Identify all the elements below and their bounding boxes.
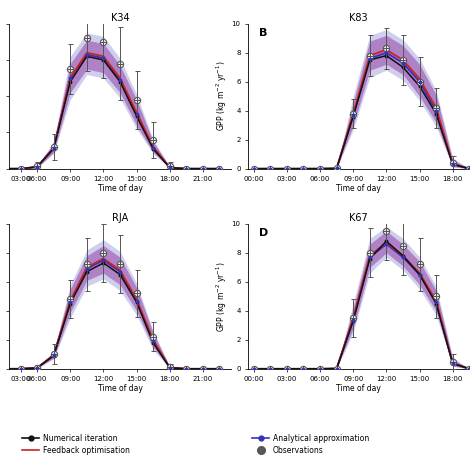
X-axis label: Time of day: Time of day [98,384,143,393]
Text: B: B [259,28,268,38]
Title: K34: K34 [111,13,129,23]
Title: K67: K67 [349,213,368,223]
Legend: Analytical approximation, Observations: Analytical approximation, Observations [252,434,369,455]
X-axis label: Time of day: Time of day [98,184,143,193]
Title: RJA: RJA [112,213,128,223]
X-axis label: Time of day: Time of day [336,384,381,393]
Title: K83: K83 [349,13,368,23]
Y-axis label: GPP (kg m$^{-2}$ yr$^{-1}$): GPP (kg m$^{-2}$ yr$^{-1}$) [214,61,229,131]
Y-axis label: GPP (kg m$^{-2}$ yr$^{-1}$): GPP (kg m$^{-2}$ yr$^{-1}$) [214,261,229,331]
X-axis label: Time of day: Time of day [336,184,381,193]
Text: D: D [259,228,268,238]
